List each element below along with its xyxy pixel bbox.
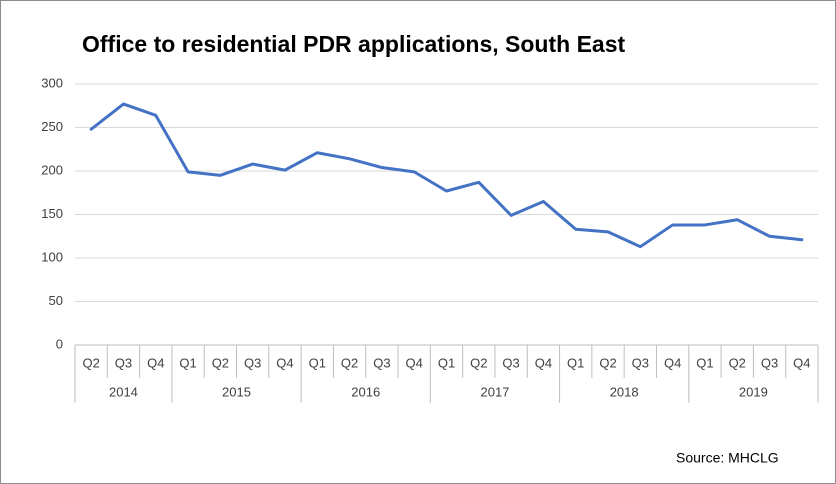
x-tick-label: Q3 [115, 355, 132, 370]
x-tick-label: Q1 [438, 355, 455, 370]
x-group-label: 2014 [109, 384, 138, 399]
x-tick-label: Q1 [696, 355, 713, 370]
x-tick-label: Q1 [567, 355, 584, 370]
x-tick-label: Q4 [276, 355, 293, 370]
x-tick-label: Q4 [535, 355, 552, 370]
y-tick-label: 200 [41, 162, 63, 177]
x-group-label: 2019 [739, 384, 768, 399]
y-tick-label: 300 [41, 75, 63, 90]
y-tick-label: 50 [49, 293, 63, 308]
source-note: Source: MHCLG [676, 450, 779, 466]
x-tick-label: Q3 [632, 355, 649, 370]
x-tick-label: Q1 [309, 355, 326, 370]
x-group-label: 2016 [351, 384, 380, 399]
x-tick-label: Q2 [82, 355, 99, 370]
x-group-label: 2018 [610, 384, 639, 399]
x-tick-label: Q4 [664, 355, 681, 370]
x-tick-label: Q3 [244, 355, 261, 370]
x-tick-label: Q3 [373, 355, 390, 370]
x-tick-label: Q4 [406, 355, 423, 370]
x-tick-label: Q2 [212, 355, 229, 370]
x-group-label: 2015 [222, 384, 251, 399]
x-tick-label: Q1 [179, 355, 196, 370]
y-tick-label: 150 [41, 206, 63, 221]
x-tick-label: Q3 [502, 355, 519, 370]
x-tick-label: Q2 [599, 355, 616, 370]
y-tick-label: 0 [56, 336, 63, 351]
x-tick-label: Q2 [470, 355, 487, 370]
x-tick-label: Q4 [147, 355, 164, 370]
y-tick-label: 100 [41, 249, 63, 264]
chart-title: Office to residential PDR applications, … [82, 31, 625, 57]
x-tick-label: Q3 [761, 355, 778, 370]
x-tick-label: Q4 [793, 355, 810, 370]
x-tick-label: Q2 [729, 355, 746, 370]
x-tick-label: Q2 [341, 355, 358, 370]
y-tick-label: 250 [41, 119, 63, 134]
x-group-label: 2017 [480, 384, 509, 399]
data-line [89, 102, 804, 249]
